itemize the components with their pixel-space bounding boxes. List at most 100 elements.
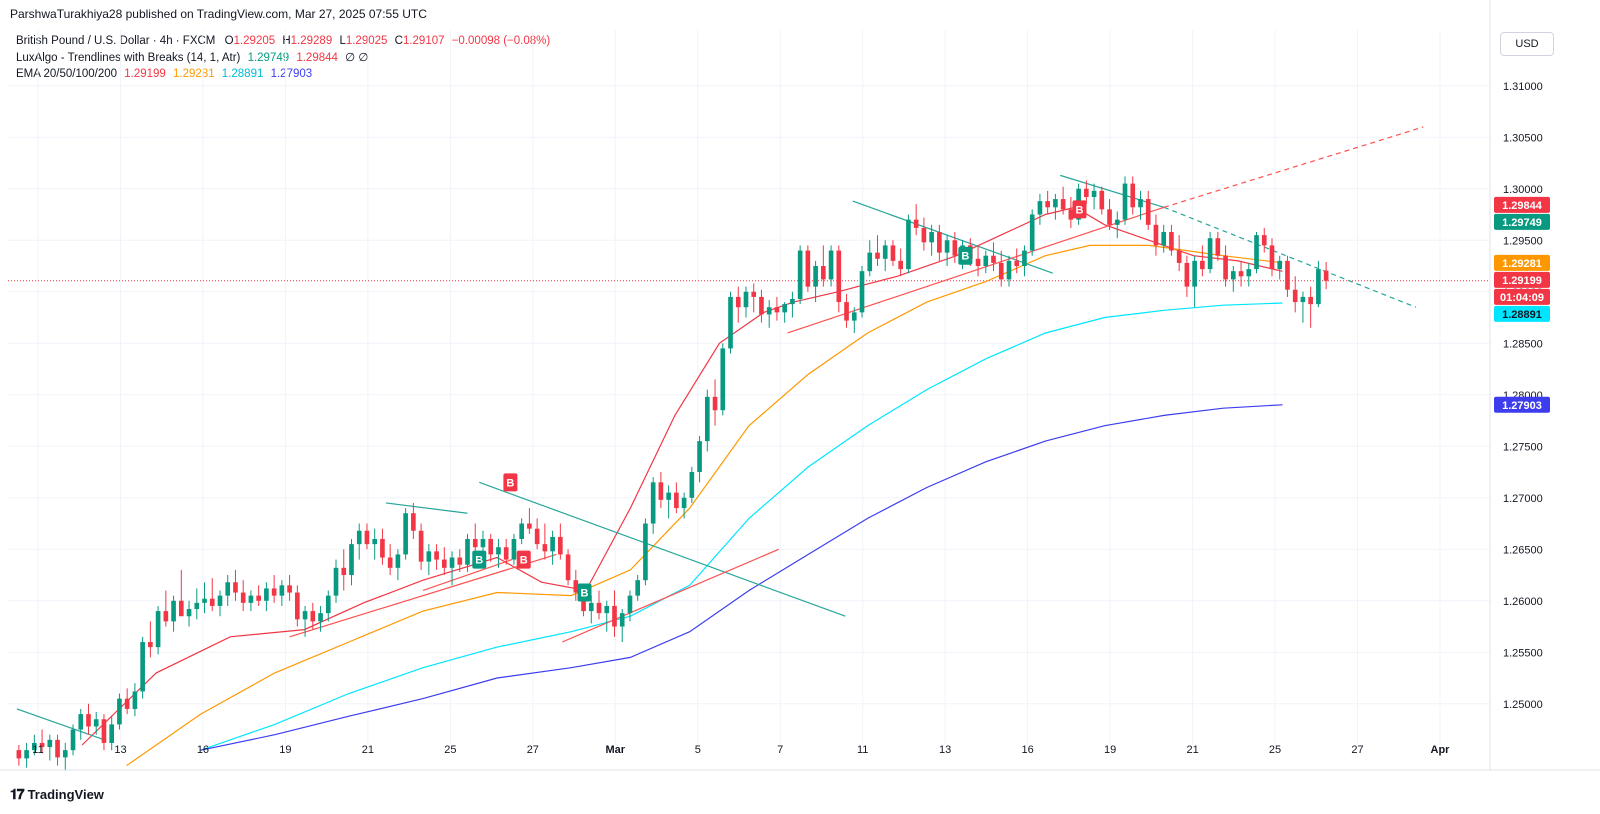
candle bbox=[983, 250, 989, 274]
candle-body bbox=[1107, 209, 1112, 225]
break-badge: B bbox=[472, 550, 487, 569]
high-value: 1.29289 bbox=[290, 35, 333, 47]
candle-body bbox=[627, 595, 633, 614]
candle bbox=[225, 575, 231, 606]
candle-body bbox=[496, 547, 501, 555]
candle-body bbox=[527, 523, 532, 529]
y-tick-label: 1.28500 bbox=[1503, 338, 1543, 350]
candle-body bbox=[782, 304, 787, 313]
candle-body bbox=[1161, 232, 1167, 246]
candle-body bbox=[681, 497, 687, 509]
candle bbox=[171, 595, 176, 632]
candle bbox=[797, 245, 803, 305]
candle-body bbox=[395, 554, 401, 568]
candle bbox=[836, 245, 842, 313]
candle bbox=[944, 235, 950, 267]
candle bbox=[1323, 261, 1329, 290]
candle bbox=[426, 544, 432, 576]
close-label: C bbox=[394, 35, 403, 47]
candle-body bbox=[588, 602, 594, 612]
candle-body bbox=[70, 729, 76, 751]
price-label-text: 1.29199 bbox=[1502, 275, 1542, 287]
candle bbox=[1269, 238, 1275, 277]
candle bbox=[1006, 255, 1012, 287]
legend-indicator-ema[interactable]: EMA 20/50/100/200 1.29199 1.29281 1.2889… bbox=[16, 66, 550, 83]
candle-body bbox=[287, 585, 292, 593]
candle bbox=[380, 528, 385, 565]
candle-body bbox=[364, 530, 370, 545]
candle bbox=[991, 242, 996, 272]
tradingview-logo[interactable]: 𝟏𝟕 TradingView bbox=[10, 786, 104, 803]
candle-body bbox=[457, 557, 463, 565]
badge-label: B bbox=[1076, 204, 1084, 216]
candle-body bbox=[596, 602, 602, 614]
candle bbox=[658, 472, 664, 509]
legend-indicator-luxalgo[interactable]: LuxAlgo - Trendlines with Breaks (14, 1,… bbox=[16, 50, 550, 67]
x-tick-label: 21 bbox=[1186, 744, 1198, 756]
candle bbox=[998, 250, 1004, 287]
price-label-bg bbox=[1494, 254, 1550, 271]
candle bbox=[674, 482, 679, 514]
candle bbox=[1277, 255, 1283, 280]
indicator-value: 1.29844 bbox=[296, 51, 338, 64]
break-badge: B bbox=[516, 550, 531, 569]
candle-body bbox=[333, 567, 339, 596]
candle-body bbox=[403, 513, 408, 555]
candle bbox=[720, 343, 726, 416]
candle bbox=[534, 518, 540, 550]
candle bbox=[844, 293, 849, 328]
candle-body bbox=[264, 588, 269, 601]
candle-body bbox=[991, 255, 996, 263]
currency-button[interactable]: USD bbox=[1500, 32, 1554, 56]
price-label: 01:04:09 bbox=[1494, 288, 1550, 305]
candle-body bbox=[1269, 245, 1275, 270]
candle-body bbox=[1130, 183, 1136, 208]
candle bbox=[851, 307, 857, 333]
candle bbox=[743, 286, 749, 318]
price-label: 1.28891 bbox=[1494, 305, 1550, 322]
candle-body bbox=[480, 538, 486, 548]
candle-body bbox=[310, 611, 316, 622]
chart-legend: British Pound / U.S. Dollar · 4h · FXCM … bbox=[16, 33, 550, 83]
candle bbox=[1254, 232, 1259, 274]
badge-box bbox=[1072, 200, 1087, 219]
candle bbox=[1192, 255, 1197, 308]
x-tick-label: 27 bbox=[527, 744, 539, 756]
candle-body bbox=[240, 592, 246, 603]
x-tick-label: 16 bbox=[197, 744, 209, 756]
candle-body bbox=[728, 296, 733, 349]
x-tick-label: 7 bbox=[777, 744, 783, 756]
candle-body bbox=[1099, 190, 1105, 210]
candle bbox=[279, 580, 285, 606]
candle-body bbox=[844, 302, 849, 321]
candle bbox=[728, 291, 733, 354]
candle-body bbox=[828, 250, 834, 280]
candle bbox=[1261, 227, 1267, 253]
candle-body bbox=[1192, 260, 1197, 287]
candle-body bbox=[511, 538, 517, 560]
candle-body bbox=[209, 598, 215, 606]
candle-body bbox=[372, 538, 378, 545]
candle-body bbox=[836, 250, 842, 303]
candle bbox=[140, 636, 145, 699]
candle-body bbox=[534, 528, 540, 545]
candle-body bbox=[929, 232, 934, 243]
candle bbox=[1114, 211, 1120, 239]
ema-line bbox=[81, 206, 1283, 746]
candle-body bbox=[325, 595, 331, 614]
candle bbox=[898, 248, 904, 277]
badge-label: B bbox=[581, 588, 589, 600]
candle bbox=[318, 605, 323, 632]
price-label: 1.29199 bbox=[1494, 271, 1550, 288]
badge-label: B bbox=[961, 251, 969, 263]
candle-body bbox=[1184, 262, 1190, 287]
candle bbox=[163, 590, 169, 627]
indicator-value: 1.29749 bbox=[247, 51, 290, 64]
price-label: 1.27903 bbox=[1494, 396, 1550, 413]
candle-body bbox=[1138, 199, 1143, 208]
candle bbox=[372, 528, 378, 560]
candle bbox=[186, 600, 192, 627]
legend-symbol-row[interactable]: British Pound / U.S. Dollar · 4h · FXCM … bbox=[16, 33, 550, 50]
candle-body bbox=[1323, 270, 1329, 281]
